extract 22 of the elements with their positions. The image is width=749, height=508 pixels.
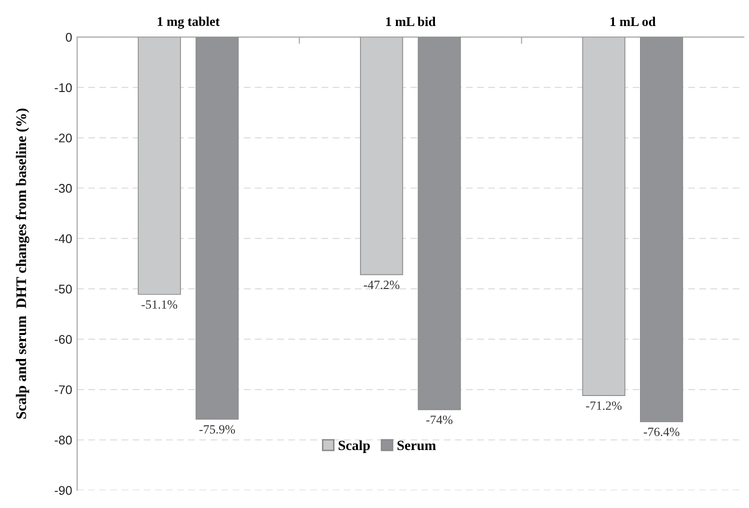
y-tick-label: -50 bbox=[54, 284, 72, 294]
x-tick-label: 1 mL od bbox=[610, 16, 656, 26]
y-tick-label: -40 bbox=[54, 234, 72, 244]
y-tick-label: -80 bbox=[54, 436, 72, 445]
x-tick-label: 1 mL bid bbox=[386, 16, 436, 26]
y-tick-label: -70 bbox=[54, 385, 72, 394]
legend-label: Scalp bbox=[338, 440, 370, 453]
y-axis-title: Scalp and serum DHT changes from baseline (%) bbox=[16, 108, 30, 419]
data-label: -51.1% bbox=[142, 300, 178, 309]
data-label: -76.4% bbox=[644, 428, 680, 436]
y-tick-label: -90 bbox=[54, 486, 72, 495]
y-tick-label: -30 bbox=[54, 184, 72, 193]
y-tick-label: -60 bbox=[54, 334, 72, 344]
y-tick-label: -10 bbox=[54, 83, 72, 92]
legend-label: Serum bbox=[398, 440, 436, 450]
y-tick-label: 0 bbox=[66, 32, 72, 42]
x-tick-label: 1 mg tablet bbox=[158, 16, 220, 29]
data-label: -71.2% bbox=[586, 401, 622, 410]
data-label: -47.2% bbox=[364, 280, 400, 290]
data-label: -74% bbox=[426, 416, 452, 424]
y-tick-label: -20 bbox=[54, 134, 72, 142]
data-label: -75.9% bbox=[199, 425, 235, 434]
